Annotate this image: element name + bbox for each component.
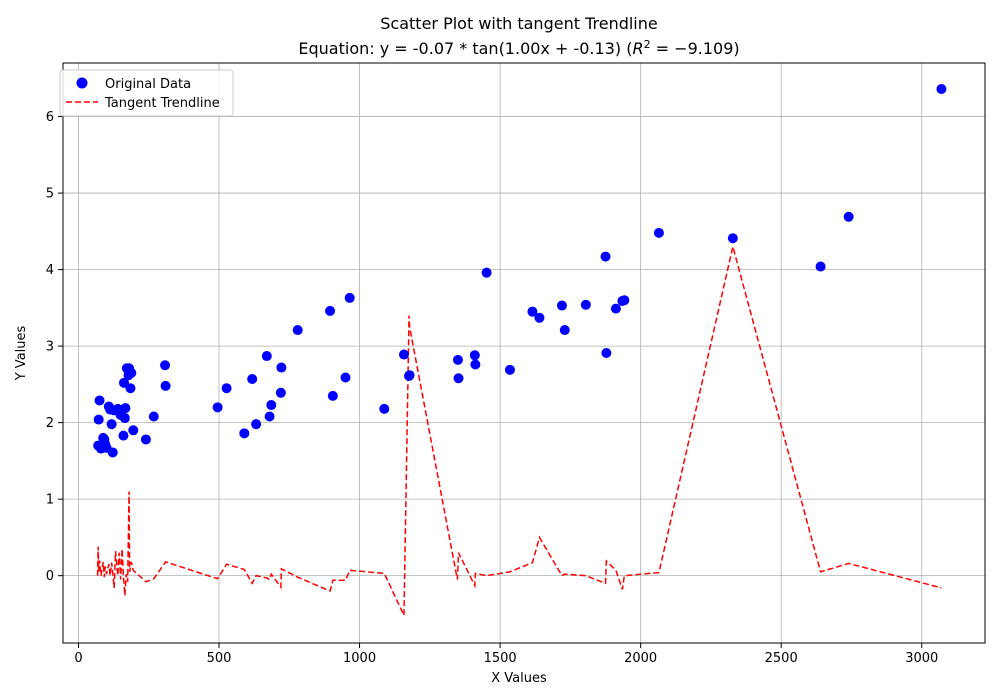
y-axis-ticks: 0 1 2 3 4 5 6 bbox=[46, 110, 63, 584]
data-point bbox=[275, 387, 286, 398]
legend-box bbox=[59, 69, 234, 117]
subtitle-equation: Equation: y = -0.07 * tan(1.00x + -0.13)… bbox=[298, 39, 632, 58]
data-point bbox=[340, 372, 351, 383]
chart-subtitle: Equation: y = -0.07 * tan(1.00x + -0.13)… bbox=[298, 38, 739, 58]
data-point bbox=[452, 354, 463, 365]
data-point bbox=[107, 447, 118, 458]
data-point bbox=[619, 295, 630, 306]
data-point bbox=[93, 414, 104, 425]
y-tick-label: 2 bbox=[46, 416, 54, 431]
data-point bbox=[212, 402, 223, 413]
data-point bbox=[610, 303, 621, 314]
data-point bbox=[160, 380, 171, 391]
data-point bbox=[118, 430, 129, 441]
legend: Original Data Tangent Trendline bbox=[59, 69, 234, 117]
data-point bbox=[266, 400, 277, 411]
y-tick-label: 4 bbox=[46, 263, 54, 278]
data-point bbox=[247, 374, 258, 385]
data-point bbox=[843, 211, 854, 222]
data-point bbox=[119, 413, 130, 424]
x-tick-label: 2000 bbox=[624, 651, 657, 666]
data-point bbox=[653, 227, 664, 238]
chart-title: Scatter Plot with tangent Trendline bbox=[380, 14, 657, 33]
data-point bbox=[379, 403, 390, 414]
data-point bbox=[276, 362, 287, 373]
data-point bbox=[556, 300, 567, 311]
data-point bbox=[128, 425, 139, 436]
data-point bbox=[534, 312, 545, 323]
data-point bbox=[601, 348, 612, 358]
data-point bbox=[527, 306, 538, 317]
data-point bbox=[239, 428, 250, 439]
data-point bbox=[94, 395, 105, 406]
x-tick-label: 0 bbox=[74, 651, 82, 666]
x-tick-label: 1000 bbox=[343, 651, 376, 666]
y-tick-label: 6 bbox=[46, 110, 54, 125]
data-point bbox=[481, 267, 492, 278]
data-point bbox=[251, 419, 262, 430]
data-point bbox=[404, 370, 415, 381]
data-point bbox=[264, 411, 275, 422]
data-point bbox=[126, 367, 137, 378]
data-point bbox=[327, 390, 338, 401]
legend-marker-original-data bbox=[76, 77, 88, 89]
plot-frame bbox=[62, 62, 986, 644]
data-point bbox=[469, 350, 480, 361]
x-axis-ticks: 0 500 1000 1500 2000 2500 3000 bbox=[74, 643, 938, 666]
data-point bbox=[398, 349, 409, 360]
x-axis-label: X Values bbox=[491, 671, 547, 686]
data-point bbox=[600, 251, 611, 262]
data-point bbox=[325, 305, 336, 316]
y-tick-label: 0 bbox=[46, 569, 54, 584]
data-point bbox=[140, 434, 151, 445]
subtitle-r-superscript: 2 bbox=[644, 38, 651, 51]
data-points-series bbox=[93, 84, 947, 458]
data-point bbox=[815, 261, 826, 272]
legend-label-tangent-trendline: Tangent Trendline bbox=[104, 96, 220, 111]
data-point bbox=[470, 359, 481, 370]
x-tick-label: 1500 bbox=[484, 651, 517, 666]
data-point bbox=[559, 325, 570, 336]
legend-label-original-data: Original Data bbox=[105, 77, 191, 92]
y-tick-label: 3 bbox=[46, 340, 54, 355]
data-point bbox=[936, 84, 947, 95]
data-point bbox=[453, 373, 464, 384]
data-point bbox=[292, 325, 303, 336]
x-tick-label: 2500 bbox=[765, 651, 798, 666]
data-point bbox=[148, 411, 159, 422]
trendline-path bbox=[96, 246, 942, 616]
x-tick-label: 3000 bbox=[905, 651, 938, 666]
data-point bbox=[221, 383, 232, 394]
data-point bbox=[160, 360, 171, 371]
y-tick-label: 5 bbox=[46, 187, 54, 202]
data-point bbox=[580, 299, 591, 310]
data-point bbox=[106, 419, 117, 430]
subtitle-r-symbol: R bbox=[632, 39, 643, 58]
data-point bbox=[261, 351, 272, 362]
data-point bbox=[727, 233, 738, 244]
data-point bbox=[344, 292, 355, 303]
data-point bbox=[125, 383, 136, 394]
subtitle-r2-value: = −9.109) bbox=[651, 39, 740, 58]
y-axis-label: Y Values bbox=[14, 326, 29, 382]
data-point bbox=[504, 364, 515, 375]
trendline-series bbox=[96, 246, 942, 616]
data-point bbox=[120, 403, 131, 414]
x-tick-label: 500 bbox=[207, 651, 232, 666]
y-tick-label: 1 bbox=[46, 493, 54, 508]
grid-lines bbox=[63, 63, 985, 643]
